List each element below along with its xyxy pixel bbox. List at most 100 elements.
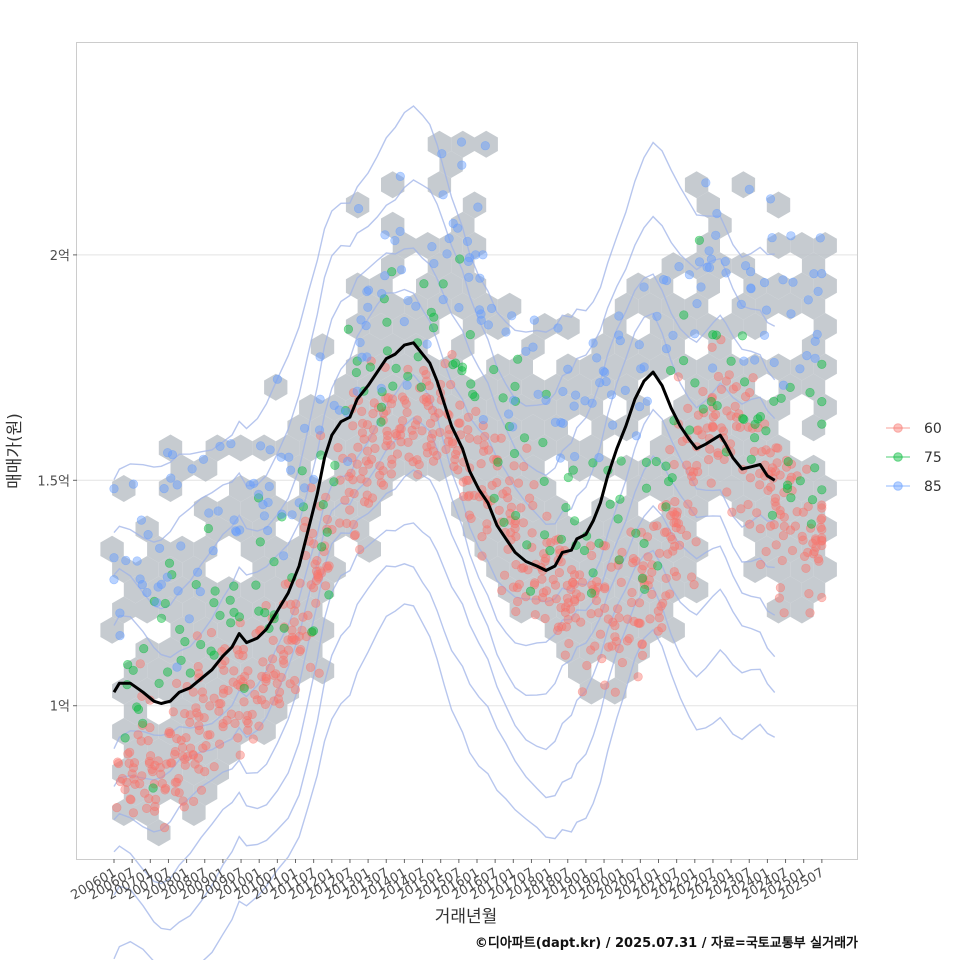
hex-bin: [731, 252, 756, 280]
point-60: [218, 722, 228, 732]
point-60: [509, 461, 519, 471]
hex-bin: [345, 434, 370, 462]
point-60: [736, 504, 746, 514]
point-85: [363, 302, 373, 312]
point-60: [151, 794, 161, 805]
point-60: [817, 503, 827, 513]
point-60: [315, 501, 325, 511]
point-60: [403, 364, 413, 375]
point-75: [538, 437, 548, 448]
point-60: [136, 736, 146, 746]
point-60: [209, 693, 219, 703]
point-60: [386, 399, 397, 409]
point-60: [661, 573, 671, 583]
point-60: [218, 688, 228, 698]
point-60: [643, 552, 653, 562]
point-75: [175, 624, 185, 635]
point-85: [736, 299, 746, 310]
point-60: [448, 439, 458, 449]
hex-bin: [509, 353, 533, 381]
point-60: [398, 416, 408, 426]
point-60: [410, 420, 421, 430]
point-60: [798, 507, 808, 517]
point-60: [367, 454, 377, 465]
point-60: [297, 625, 307, 635]
point-60: [434, 408, 444, 418]
point-85: [600, 367, 610, 378]
density-contour: [113, 373, 775, 749]
point-85: [614, 330, 624, 340]
point-85: [256, 441, 266, 451]
point-60: [683, 499, 693, 509]
point-75: [191, 579, 201, 590]
point-60: [612, 604, 623, 614]
point-60: [235, 750, 245, 760]
point-85: [355, 337, 365, 348]
hex-bin: [486, 394, 510, 421]
point-60: [316, 430, 326, 441]
point-75: [176, 655, 186, 666]
point-60: [500, 570, 510, 580]
point-75: [613, 514, 623, 524]
hex-bin: [766, 191, 791, 219]
point-85: [286, 465, 296, 475]
point-60: [775, 470, 785, 480]
point-60: [226, 709, 236, 719]
point-75: [637, 573, 648, 583]
point-85: [569, 401, 579, 411]
point-75: [229, 607, 239, 618]
hex-bin: [135, 637, 159, 664]
point-75: [522, 540, 532, 550]
hex-bin: [614, 292, 639, 320]
point-85: [702, 262, 712, 272]
point-60: [517, 563, 527, 573]
point-60: [314, 668, 324, 678]
point-85: [444, 233, 454, 244]
point-85: [553, 323, 563, 333]
point-75: [128, 665, 138, 675]
hex-bin: [801, 373, 826, 401]
point-85: [362, 352, 372, 362]
point-60: [150, 801, 160, 812]
point-60: [743, 422, 753, 432]
point-60: [735, 422, 745, 432]
hex-bin: [158, 758, 183, 786]
hex-bin: [193, 535, 218, 563]
hex-bin: [766, 475, 791, 502]
hex-bin: [345, 353, 370, 381]
point-85: [721, 268, 731, 278]
hex-bin: [240, 576, 265, 604]
point-85: [813, 286, 823, 297]
point-85: [135, 574, 145, 584]
point-60: [340, 495, 350, 505]
point-85: [739, 356, 749, 366]
hex-bin: [170, 454, 194, 482]
point-60: [755, 559, 766, 570]
point-60: [551, 535, 561, 545]
point-60: [189, 796, 199, 807]
point-75: [806, 519, 817, 529]
point-60: [693, 467, 703, 477]
hex-bin: [217, 657, 241, 685]
point-85: [438, 295, 448, 305]
point-60: [312, 555, 322, 566]
point-75: [525, 586, 536, 596]
point-60: [464, 433, 475, 443]
point-60: [654, 548, 665, 558]
point-75: [279, 623, 289, 633]
point-60: [548, 574, 558, 585]
point-75: [138, 718, 148, 728]
hex-bin: [790, 515, 814, 543]
point-75: [156, 613, 167, 623]
point-60: [469, 490, 479, 501]
point-60: [487, 480, 497, 490]
hex-bin: [357, 292, 381, 320]
point-85: [471, 250, 481, 260]
point-75: [468, 389, 478, 399]
point-75: [160, 598, 170, 609]
point-60: [408, 457, 418, 467]
point-60: [240, 671, 250, 682]
point-85: [533, 389, 543, 399]
point-60: [668, 546, 678, 556]
point-60: [669, 541, 680, 551]
